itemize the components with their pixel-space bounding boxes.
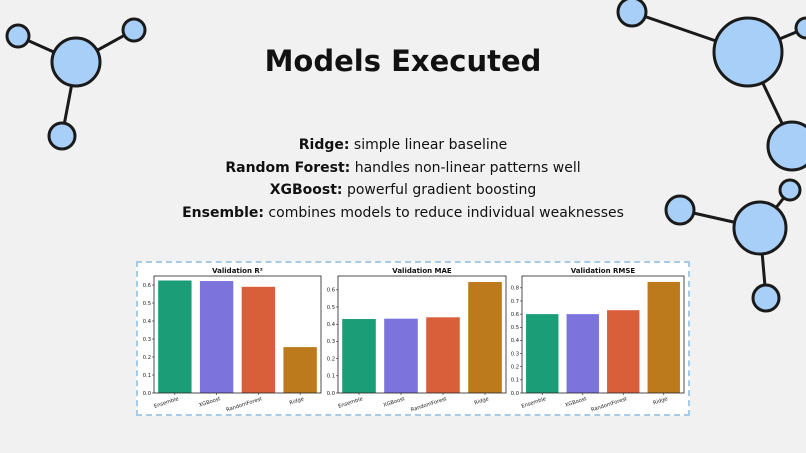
x-tick-label: XGBoost — [198, 396, 221, 409]
atom-node — [712, 16, 784, 88]
x-tick-label: Ridge — [289, 396, 305, 406]
x-tick-label: Ensemble — [521, 396, 547, 410]
bar — [158, 280, 192, 393]
y-tick-label: 0.6 — [511, 312, 519, 318]
atom-node — [664, 194, 696, 226]
atom-node — [47, 121, 77, 151]
y-tick-label: 0.4 — [511, 338, 520, 344]
x-tick-label: RandomForest — [410, 396, 447, 413]
y-tick-label: 0.3 — [143, 337, 151, 343]
y-tick-label: 0.0 — [327, 391, 335, 397]
bar — [426, 317, 460, 393]
y-tick-label: 0.2 — [511, 365, 519, 371]
bar — [468, 282, 502, 393]
y-tick-label: 0.2 — [327, 356, 335, 362]
slide-title: Models Executed — [264, 44, 542, 78]
bar — [566, 314, 599, 393]
bar — [199, 281, 234, 393]
model-term: XGBoost: — [269, 182, 343, 198]
plot-frame — [153, 275, 322, 394]
chart-title: Validation MAE — [392, 267, 452, 275]
atom-node — [778, 178, 802, 202]
x-tick-label: Ridge — [474, 396, 490, 406]
y-tick-label: 0.4 — [143, 319, 152, 325]
y-tick-label: 0.1 — [143, 373, 151, 379]
y-tick-label: 0.6 — [143, 283, 151, 289]
atom-node — [50, 36, 102, 88]
y-tick-label: 0.1 — [511, 378, 519, 384]
y-tick-label: 0.1 — [327, 374, 335, 380]
atom-node — [616, 0, 648, 28]
x-tick-label: Ensemble — [153, 396, 179, 410]
plot-frame — [337, 275, 507, 394]
model-term: Ridge: — [298, 137, 350, 153]
bar — [342, 319, 376, 393]
bar — [526, 314, 559, 393]
y-tick-label: 0.7 — [511, 299, 519, 305]
y-tick-label: 0.5 — [327, 305, 335, 311]
chart-panel: Validation RMSE Ensemble XGBoost RandomFore… — [511, 267, 685, 413]
model-desc: combines models to reduce individual wea… — [263, 204, 624, 221]
atom-node — [121, 17, 147, 43]
model-item-random-forest: Random Forest: handles non-linear patter… — [0, 157, 806, 180]
model-term: Ensemble: — [182, 204, 264, 221]
model-desc: simple linear baseline — [349, 137, 508, 153]
bar — [607, 310, 640, 393]
model-item-ensemble: Ensemble: combines models to reduce indi… — [0, 202, 806, 225]
atom-node — [5, 23, 31, 49]
bar — [647, 281, 680, 393]
x-tick-label: Ensemble — [338, 396, 364, 410]
model-item-xgboost: XGBoost: powerful gradient boosting — [0, 179, 806, 202]
y-tick-label: 0.5 — [511, 325, 519, 331]
model-desc: powerful gradient boosting — [342, 182, 537, 198]
model-desc: handles non-linear patterns well — [350, 159, 581, 176]
chart-panel: Validation R² Ensemble XGBoost RandomForest… — [143, 267, 322, 413]
y-tick-label: 0.2 — [143, 355, 151, 361]
y-tick-label: 0.4 — [327, 322, 336, 328]
chart-panel: Validation MAE Ensemble XGBoost RandomFores… — [327, 267, 507, 413]
plot-frame — [521, 275, 685, 394]
y-tick-label: 0.0 — [143, 391, 151, 397]
atom-node — [751, 283, 781, 313]
x-tick-label: RandomForest — [226, 396, 263, 413]
y-tick-label: 0.5 — [143, 301, 151, 307]
x-tick-label: Ridge — [652, 396, 668, 406]
x-tick-label: RandomForest — [590, 396, 627, 413]
model-list: Ridge: simple linear baseline Random For… — [0, 134, 806, 224]
chart-title: Validation RMSE — [571, 267, 636, 275]
y-tick-label: 0.3 — [511, 351, 519, 357]
atom-node — [794, 16, 806, 40]
bar — [283, 347, 317, 393]
y-tick-label: 0.0 — [511, 391, 519, 397]
charts-image: Validation R² Ensemble XGBoost RandomForest… — [136, 261, 690, 416]
x-tick-label: XGBoost — [383, 396, 406, 409]
y-tick-label: 0.8 — [511, 286, 519, 292]
model-item-ridge: Ridge: simple linear baseline — [0, 134, 806, 157]
y-tick-label: 0.3 — [327, 339, 335, 345]
chart-title: Validation R² — [212, 267, 263, 275]
atom-node — [766, 120, 806, 172]
bar — [241, 286, 276, 393]
x-tick-label: XGBoost — [564, 396, 587, 409]
model-term: Random Forest: — [225, 159, 351, 176]
bar — [384, 318, 418, 393]
atom-node — [732, 200, 788, 256]
y-tick-label: 0.6 — [327, 288, 335, 294]
